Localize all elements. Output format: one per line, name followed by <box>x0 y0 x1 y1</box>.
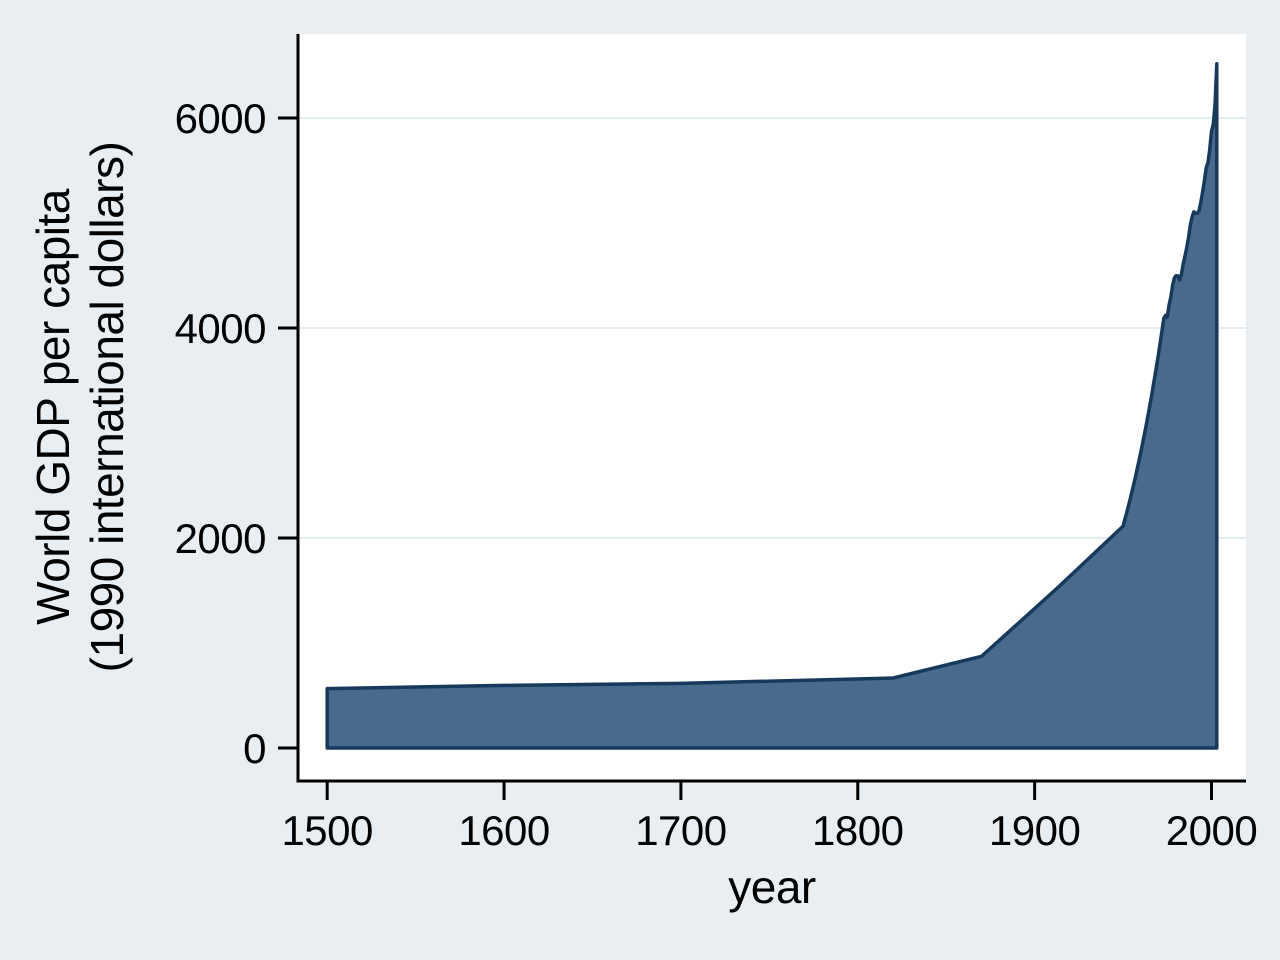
ticks-layer <box>278 116 1214 800</box>
series-layer <box>325 62 1219 750</box>
x-tick-label-1700: 1700 <box>635 807 726 854</box>
x-tick-label-2000: 2000 <box>1166 807 1257 854</box>
tick-labels-layer: 0 2000 4000 6000 1500 1600 1700 1800 1900 2000 <box>175 95 1258 854</box>
x-tick-label-1900: 1900 <box>989 807 1080 854</box>
y-tick-label-2000: 2000 <box>175 515 266 562</box>
x-tick-label-1600: 1600 <box>458 807 549 854</box>
gridline-layer <box>298 117 1246 539</box>
y-tick-label-0: 0 <box>243 725 266 772</box>
x-tick-label-1500: 1500 <box>281 807 372 854</box>
world-gdp-area-series <box>325 62 1219 750</box>
x-axis-title: year <box>728 861 816 913</box>
x-tick-label-1800: 1800 <box>812 807 903 854</box>
y-tick-label-6000: 6000 <box>175 95 266 142</box>
axes-layer <box>296 34 1246 783</box>
y-tick-label-4000: 4000 <box>175 305 266 352</box>
y-axis-title-line2: (1990 international dollars) <box>81 142 133 673</box>
y-axis-title-line1: World GDP per capita <box>27 188 79 625</box>
